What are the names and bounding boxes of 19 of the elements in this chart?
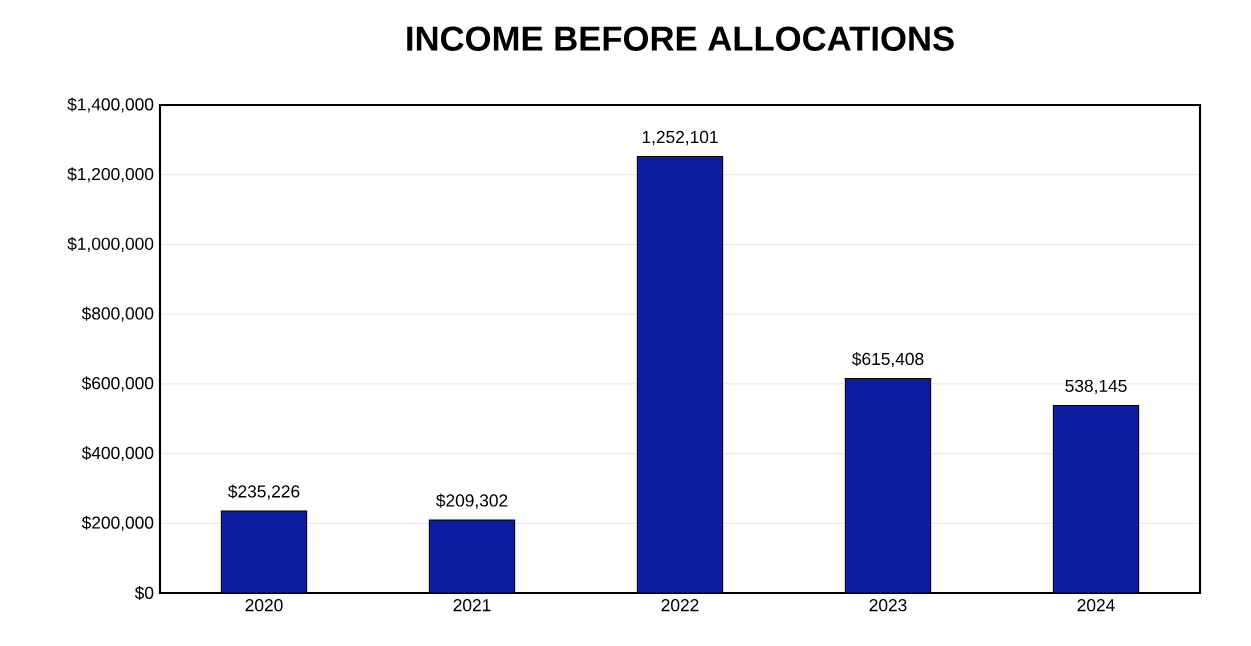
data-label: 1,252,101 — [642, 130, 718, 146]
y-tick-label: $400,000 — [81, 446, 154, 462]
y-tick-label: $1,400,000 — [67, 97, 154, 113]
y-tick-label: $0 — [134, 585, 154, 601]
y-tick-label: $1,000,000 — [67, 236, 154, 252]
y-tick-label: $1,200,000 — [67, 167, 154, 183]
data-label: $235,226 — [228, 484, 300, 500]
data-label: $615,408 — [852, 352, 924, 368]
x-tick-label: 2021 — [453, 599, 491, 612]
chart-title: INCOME BEFORE ALLOCATIONS — [407, 26, 954, 51]
y-tick-label: $200,000 — [81, 515, 154, 531]
x-tick-label: 2022 — [661, 599, 699, 612]
data-label: $209,302 — [436, 493, 508, 509]
x-tick-label: 2020 — [245, 599, 283, 612]
data-label: 538,145 — [1065, 379, 1127, 395]
x-tick-label: 2023 — [869, 599, 907, 612]
y-tick-label: $600,000 — [81, 376, 154, 392]
x-tick-label: 2024 — [1077, 599, 1115, 612]
y-tick-label: $800,000 — [81, 306, 154, 322]
